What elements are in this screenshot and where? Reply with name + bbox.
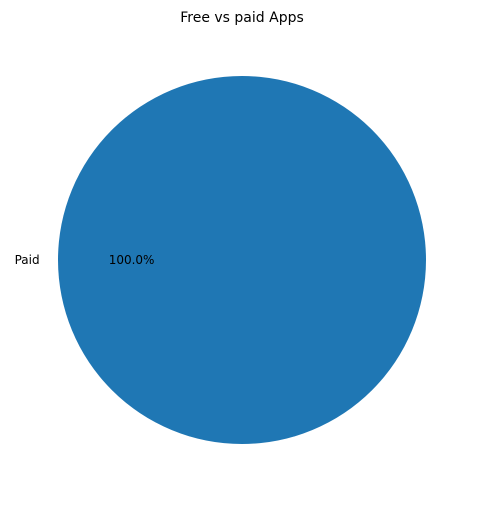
pie-slice-paid — [58, 76, 426, 444]
slice-label-paid: Paid — [15, 253, 40, 267]
slice-percent-paid: 100.0% — [109, 253, 155, 267]
pie-slice-labels: Paid 100.0% — [15, 253, 155, 267]
chart-title: Free vs paid Apps — [180, 10, 304, 26]
pie-slices — [58, 76, 426, 444]
